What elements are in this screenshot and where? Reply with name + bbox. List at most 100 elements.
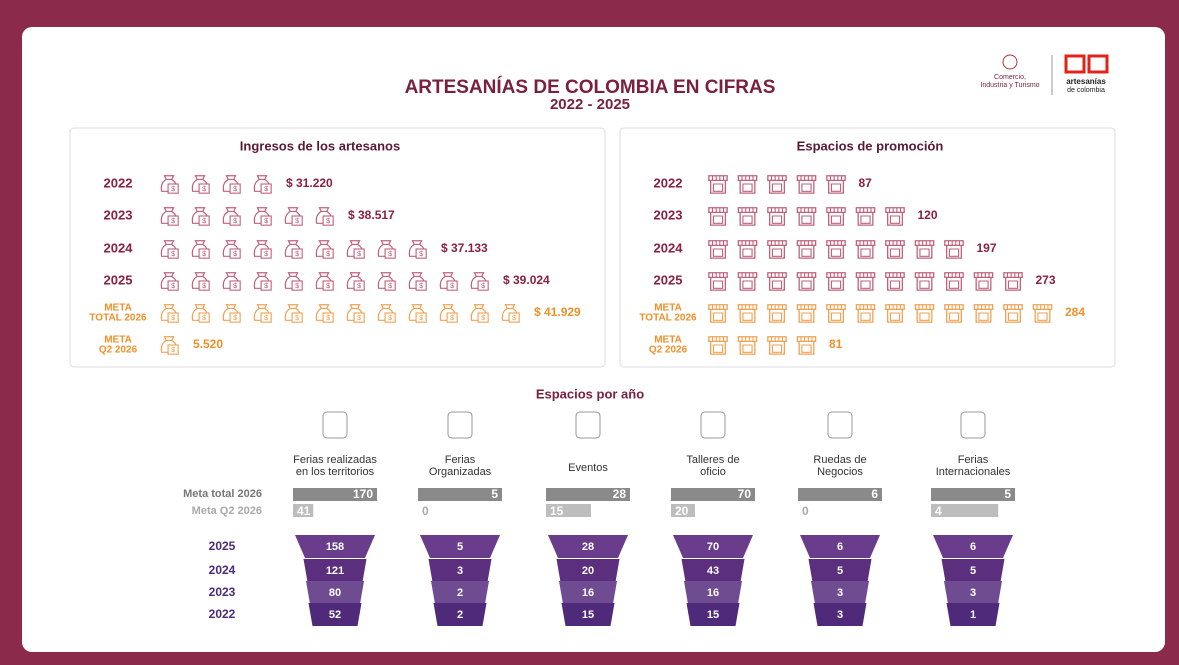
funnel-value: 6 <box>837 541 843 553</box>
meta-q2-value: 15 <box>550 504 564 518</box>
row-label: META <box>104 303 132 314</box>
meta-total-value: 6 <box>871 487 878 501</box>
meta-total-bar <box>798 488 882 501</box>
meta-total-value: 28 <box>613 487 627 501</box>
funnel-value: 158 <box>326 541 344 553</box>
funnel-value: 16 <box>582 587 594 599</box>
category-label: en los territorios <box>296 466 375 478</box>
funnel-value: 16 <box>707 587 719 599</box>
panel <box>69 127 606 368</box>
funnel-value: 28 <box>582 541 594 553</box>
row-value: $ 39.024 <box>503 273 550 287</box>
meta-total-value: 5 <box>491 487 498 501</box>
meta-total-bar <box>931 488 1015 501</box>
category-label: Organizadas <box>429 466 492 478</box>
funnel-value: 5 <box>457 541 463 553</box>
row-value: 284 <box>1065 305 1085 319</box>
row-value: 120 <box>918 208 938 222</box>
funnel-value: 3 <box>837 609 843 621</box>
funnel-segment <box>684 581 742 604</box>
funnel-value: 2 <box>457 609 463 621</box>
category-label: Internacionales <box>936 466 1011 478</box>
funnel-value: 43 <box>707 565 719 577</box>
funnel-segment <box>808 559 872 582</box>
funnel-segment <box>431 581 489 604</box>
meta-total-bar <box>418 488 502 501</box>
funnel-segment <box>559 581 617 604</box>
row-label: META <box>654 303 682 314</box>
brand-logo: artesanías <box>1066 77 1106 86</box>
row-label: TOTAL 2026 <box>89 313 147 324</box>
funnel-value: 80 <box>329 587 341 599</box>
meta-q2-bar <box>546 504 591 517</box>
row-value: 273 <box>1036 273 1056 287</box>
row-label: Meta total 2026 <box>183 488 262 500</box>
funnel-value: 3 <box>457 565 463 577</box>
meta-total-value: 5 <box>1004 487 1011 501</box>
funnel-segment <box>686 603 740 626</box>
funnel-value: 1 <box>970 609 976 621</box>
funnel-segment <box>433 603 487 626</box>
category-icon <box>575 411 601 439</box>
funnel-segment <box>561 603 615 626</box>
funnel-value: 5 <box>837 565 843 577</box>
funnel-segment <box>420 535 500 558</box>
year-label: 2024 <box>209 563 236 577</box>
brand-logo: de colombia <box>1067 87 1105 94</box>
row-label: Q2 2026 <box>99 345 138 356</box>
funnel-value: 6 <box>970 541 976 553</box>
meta-total-value: 70 <box>738 487 752 501</box>
funnel-segment <box>548 535 628 558</box>
meta-total-bar <box>293 488 377 501</box>
funnel-value: 3 <box>837 587 843 599</box>
meta-total-bar <box>671 488 755 501</box>
meta-q2-value: 4 <box>935 504 942 518</box>
funnel-value: 20 <box>582 565 594 577</box>
funnel-segment <box>681 559 745 582</box>
meta-q2-bar <box>293 504 314 517</box>
row-label: 2025 <box>104 272 133 287</box>
row-value: $ 41.929 <box>534 305 581 319</box>
funnel-segment <box>933 535 1013 558</box>
funnel-segment <box>800 535 880 558</box>
ministry-logo: Comercio, <box>994 74 1026 81</box>
funnel-value: 121 <box>326 565 344 577</box>
funnel-value: 15 <box>707 609 719 621</box>
row-label: META <box>104 335 132 346</box>
row-value: 81 <box>829 337 843 351</box>
category-label: Ferias realizadas <box>293 454 377 466</box>
category-label: oficio <box>700 466 726 478</box>
meta-q2-value: 0 <box>802 504 809 518</box>
year-label: 2022 <box>209 607 236 621</box>
row-label: META <box>654 335 682 346</box>
ministry-emblem <box>1002 54 1018 70</box>
year-label: 2025 <box>209 539 236 553</box>
row-label: TOTAL 2026 <box>639 313 697 324</box>
row-label: 2024 <box>104 240 134 255</box>
category-label: Ferias <box>958 454 989 466</box>
funnel-segment <box>303 559 367 582</box>
year-label: 2023 <box>209 585 236 599</box>
funnel-segment <box>944 581 1002 604</box>
meta-q2-value: 0 <box>422 504 429 518</box>
section-title: Espacios por año <box>536 386 644 401</box>
row-value: 197 <box>977 241 997 255</box>
funnel-value: 52 <box>329 609 341 621</box>
row-label: 2024 <box>654 240 684 255</box>
category-icon <box>322 411 348 439</box>
panel-title: Espacios de promoción <box>797 138 944 153</box>
funnel-segment <box>428 559 492 582</box>
funnel-value: 15 <box>582 609 594 621</box>
meta-q2-value: 20 <box>675 504 689 518</box>
meta-q2-bar <box>931 504 999 517</box>
funnel-segment <box>941 559 1005 582</box>
funnel-segment <box>813 603 867 626</box>
funnel-segment <box>811 581 869 604</box>
meta-q2-bar <box>671 504 695 517</box>
funnel-segment <box>295 535 375 558</box>
brand-mark <box>1064 54 1086 74</box>
funnel-value: 70 <box>707 541 719 553</box>
funnel-segment <box>308 603 362 626</box>
